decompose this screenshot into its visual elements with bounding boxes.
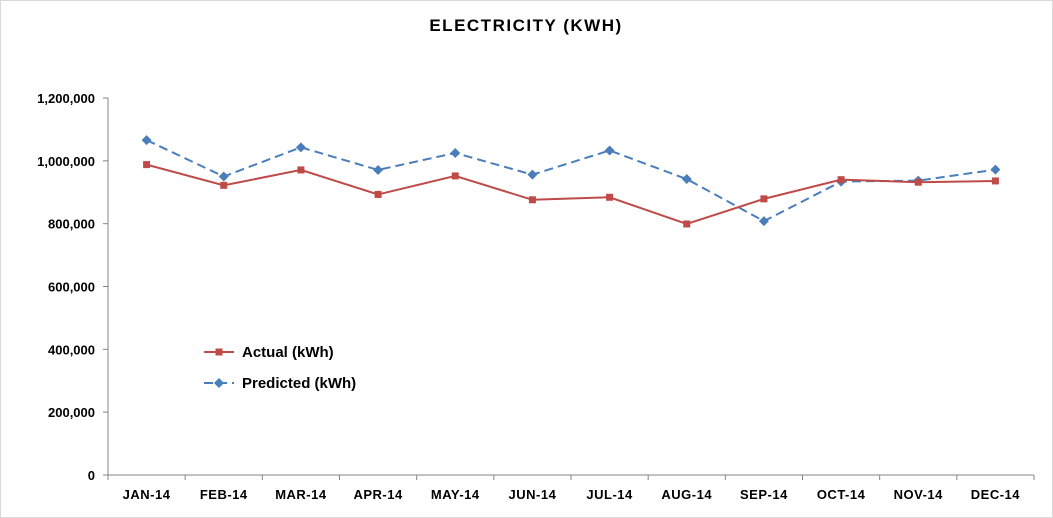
data-point xyxy=(220,181,228,189)
data-point xyxy=(758,216,769,227)
series-actual xyxy=(143,161,999,228)
data-point xyxy=(143,161,151,169)
legend-label: Actual (kWh) xyxy=(242,344,334,361)
data-point xyxy=(297,166,305,174)
axes: 0 200,000 400,000 600,000 800,000 1,000,000 1,… xyxy=(37,91,1035,502)
data-point xyxy=(450,147,461,158)
chart-title: ELECTRICITY (KWH) xyxy=(429,16,622,35)
data-point xyxy=(990,164,1001,175)
legend: Actual (kWh) Predicted (kWh) xyxy=(204,344,356,392)
data-point xyxy=(528,196,536,204)
y-tick-label: 1,200,000 xyxy=(37,91,95,106)
x-tick-label: SEP-14 xyxy=(740,487,788,502)
data-point xyxy=(837,176,845,184)
legend-item: Predicted (kWh) xyxy=(204,375,356,392)
data-point xyxy=(373,164,384,175)
data-point xyxy=(374,190,382,198)
series-layer xyxy=(141,135,1001,228)
y-tick-label: 1,000,000 xyxy=(37,154,95,169)
y-tick-label: 0 xyxy=(88,468,95,483)
x-tick-label: FEB-14 xyxy=(200,487,248,502)
data-point xyxy=(218,171,229,182)
x-tick-label: JAN-14 xyxy=(123,487,171,502)
data-point xyxy=(451,172,459,180)
data-point xyxy=(604,145,615,156)
series-line xyxy=(146,163,996,226)
data-point xyxy=(681,174,692,185)
data-point xyxy=(914,178,922,186)
x-tick-label: APR-14 xyxy=(353,487,403,502)
y-tick-label: 800,000 xyxy=(48,217,95,232)
x-tick-label: AUG-14 xyxy=(661,487,712,502)
legend-item: Actual (kWh) xyxy=(204,344,334,361)
data-point xyxy=(141,135,152,146)
data-point xyxy=(991,177,999,185)
x-tick-label: MAR-14 xyxy=(275,487,327,502)
data-point xyxy=(683,220,691,228)
x-tick-label: NOV-14 xyxy=(894,487,944,502)
y-tick-label: 600,000 xyxy=(48,280,95,295)
x-tick-label: JUL-14 xyxy=(586,487,633,502)
data-point xyxy=(295,142,306,153)
data-point xyxy=(606,193,614,201)
y-tick-label: 400,000 xyxy=(48,342,95,357)
data-point xyxy=(527,169,538,180)
series-line xyxy=(146,139,996,223)
y-tick-label: 200,000 xyxy=(48,405,95,420)
legend-marker xyxy=(215,348,223,356)
x-tick-label: OCT-14 xyxy=(817,487,866,502)
data-point xyxy=(760,195,768,203)
x-tick-label: JUN-14 xyxy=(509,487,557,502)
x-tick-label: DEC-14 xyxy=(971,487,1021,502)
legend-marker xyxy=(214,378,224,388)
x-tick-label: MAY-14 xyxy=(431,487,480,502)
legend-label: Predicted (kWh) xyxy=(242,375,356,392)
